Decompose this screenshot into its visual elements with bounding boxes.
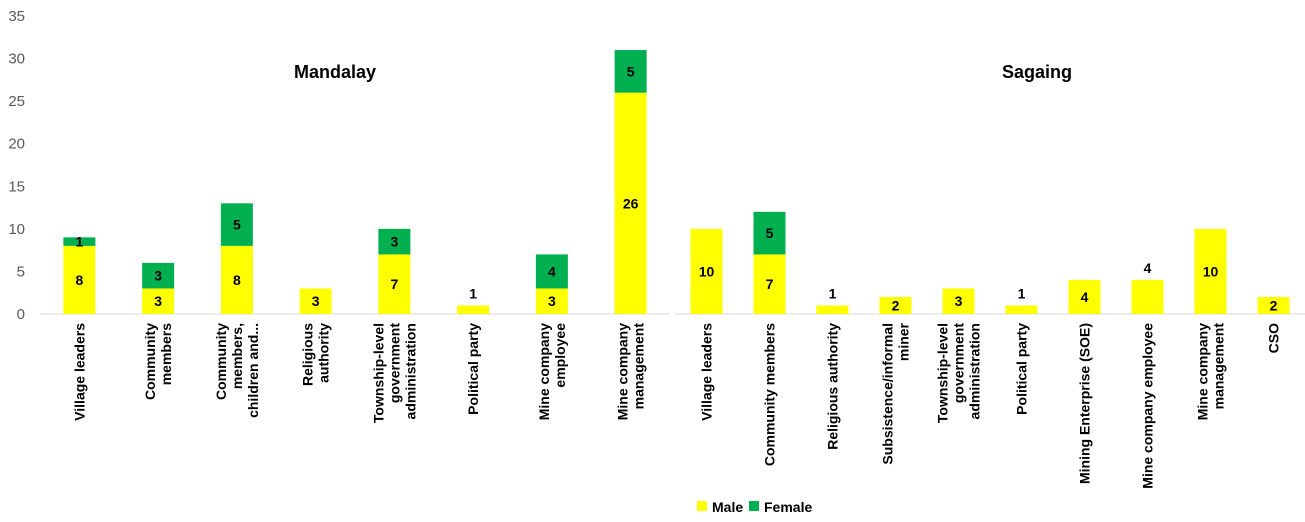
data-label-male: 3 xyxy=(548,293,556,309)
bar-male xyxy=(879,296,912,314)
x-tick-label: Political party xyxy=(1014,323,1030,415)
x-tick-label: Communitymembers xyxy=(142,323,174,400)
bar-male xyxy=(1194,228,1227,314)
y-axis: 0 5 10 15 20 25 30 35 xyxy=(8,8,25,323)
x-tick-label: CSO xyxy=(1266,323,1282,353)
bar-male xyxy=(457,305,490,314)
data-label-male: 26 xyxy=(623,195,639,211)
bar-male xyxy=(535,288,568,314)
data-label-male: 10 xyxy=(699,263,715,279)
data-label-male: 10 xyxy=(1203,263,1219,279)
x-tick-label: Township-levelgovernmentadministration xyxy=(370,323,418,423)
data-label-top: 1 xyxy=(829,285,837,301)
x-tick-label: Village leaders xyxy=(71,323,87,421)
data-label-female: 5 xyxy=(233,217,241,233)
bar-male xyxy=(299,288,332,314)
legend-label-female: Female xyxy=(764,499,812,515)
bar-male xyxy=(690,228,723,314)
x-tick-label: Mine company employee xyxy=(1140,323,1156,489)
x-tick-label: Mining Enterprise (SOE) xyxy=(1077,323,1093,484)
bar-male xyxy=(1068,279,1101,314)
bar-male xyxy=(614,92,647,314)
x-tick-label: Village leaders xyxy=(699,323,715,421)
bar-male xyxy=(63,245,96,314)
legend-swatch-male xyxy=(697,501,707,511)
panel-title: Sagaing xyxy=(1002,62,1072,82)
y-tick-label-2: 10 xyxy=(8,221,25,238)
bar-male xyxy=(942,288,975,314)
bar-male xyxy=(378,254,411,314)
data-label-male: 3 xyxy=(312,293,320,309)
data-label-male: 7 xyxy=(390,276,398,292)
bar-female xyxy=(614,50,647,93)
data-label-male: 8 xyxy=(75,272,83,288)
y-tick-label-0: 0 xyxy=(17,306,25,323)
bar-male xyxy=(1131,279,1164,314)
data-label-male: 4 xyxy=(1081,289,1089,305)
legend: Male Female xyxy=(697,499,812,515)
bar-male xyxy=(816,305,849,314)
data-label-female: 5 xyxy=(627,63,635,79)
y-tick-label-5: 25 xyxy=(8,93,25,110)
bar-male xyxy=(753,254,786,314)
bar-female xyxy=(753,211,786,255)
data-label-male: 3 xyxy=(955,293,963,309)
bar-female xyxy=(63,237,96,246)
bar-female xyxy=(535,254,568,289)
data-label-female: 5 xyxy=(766,225,774,241)
bar-male xyxy=(1257,296,1290,314)
x-tick-label: Religious authority xyxy=(825,323,841,450)
bar-female xyxy=(142,262,175,289)
y-tick-label-3: 15 xyxy=(8,178,25,195)
bar-male xyxy=(1005,305,1038,314)
legend-swatch-female xyxy=(749,501,759,511)
x-tick-label: Township-levelgovernmentadministration xyxy=(935,323,983,423)
legend-label-male: Male xyxy=(712,499,743,515)
bar-female xyxy=(220,203,253,246)
x-tick-label: Mine companyemployee xyxy=(536,323,568,420)
panel-sagaing: Sagaing 10 Village leaders 7 5 Community memb… xyxy=(675,62,1305,489)
data-label-male: 2 xyxy=(892,297,900,313)
bar-female xyxy=(378,228,411,255)
x-tick-label: Communitymembers,children and... xyxy=(213,323,261,418)
bar-male xyxy=(142,288,175,314)
y-tick-label-7: 35 xyxy=(8,8,25,25)
x-tick-label: Mine companymanagement xyxy=(615,323,647,421)
x-tick-label: Religiousauthority xyxy=(300,323,332,386)
y-tick-label-1: 5 xyxy=(17,263,25,280)
data-label-top: 1 xyxy=(469,285,477,301)
data-label-female: 4 xyxy=(548,263,556,279)
panel-mandalay: Mandalay 8 1 Village leaders 3 3 Communitymemb… xyxy=(40,50,670,423)
x-tick-label: Community members xyxy=(762,323,778,466)
data-label-female: 3 xyxy=(390,234,398,250)
data-label-top: 1 xyxy=(1018,285,1026,301)
data-label-male: 2 xyxy=(1270,297,1278,313)
panel-title: Mandalay xyxy=(294,62,376,82)
data-label-male: 8 xyxy=(233,272,241,288)
data-label-male: 3 xyxy=(154,293,162,309)
y-tick-label-4: 20 xyxy=(8,136,25,153)
x-tick-label: Political party xyxy=(465,323,481,415)
x-tick-label: Subsistence/informalminer xyxy=(880,322,912,464)
y-tick-label-6: 30 xyxy=(8,51,25,68)
chart-panels: Mandalay 8 1 Village leaders 3 3 Communitymemb… xyxy=(40,50,1305,489)
data-label-male: 7 xyxy=(766,276,774,292)
bar-male xyxy=(220,245,253,314)
data-label-female: 3 xyxy=(154,268,162,284)
x-tick-label: Mine companymanagement xyxy=(1195,323,1227,421)
data-label-top: 4 xyxy=(1144,260,1152,276)
data-label-female: 1 xyxy=(75,234,83,250)
